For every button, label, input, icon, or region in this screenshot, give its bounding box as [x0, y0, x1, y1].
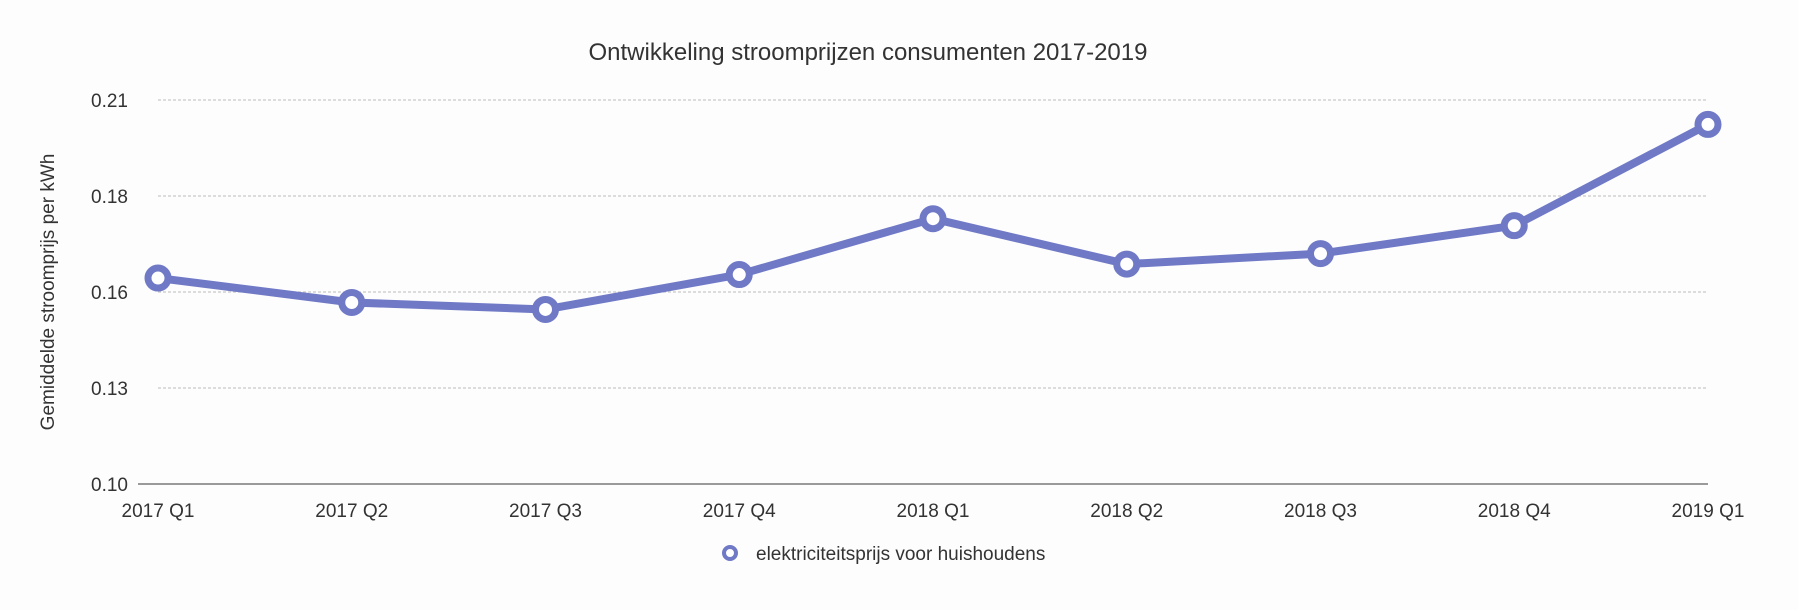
gridlines — [158, 99, 1708, 389]
x-tick-label: 2018 Q4 — [1478, 501, 1551, 522]
data-point[interactable] — [919, 205, 947, 233]
x-tick-label: 2019 Q1 — [1672, 501, 1745, 522]
legend-label[interactable]: elektriciteitsprijs voor huishoudens — [756, 544, 1045, 565]
x-tick-label: 2018 Q1 — [897, 501, 970, 522]
data-point[interactable] — [532, 295, 559, 323]
data-point[interactable] — [1500, 212, 1528, 240]
data-point[interactable] — [1307, 240, 1334, 268]
y-tick-label: 0.16 — [91, 283, 128, 304]
x-tick-label: 2018 Q3 — [1284, 501, 1357, 522]
y-tick-label: 0.21 — [91, 91, 128, 112]
data-point[interactable] — [725, 261, 753, 289]
x-tick-label: 2017 Q3 — [509, 501, 582, 522]
y-tick-label: 0.13 — [91, 379, 128, 400]
x-tick-label: 2017 Q1 — [122, 501, 195, 522]
data-point[interactable] — [1113, 250, 1141, 278]
legend-marker-icon — [722, 545, 738, 561]
x-tick-label: 2017 Q2 — [315, 501, 388, 522]
series — [144, 110, 1722, 323]
data-point[interactable] — [1694, 110, 1722, 138]
x-tick-label: 2018 Q2 — [1090, 501, 1163, 522]
y-axis-title: Gemiddelde stroomprijs per kWh — [38, 154, 59, 431]
x-axis-ticks: 2017 Q1 2017 Q2 2017 Q3 2017 Q4 2018 Q1 2018 … — [122, 501, 1745, 522]
data-point[interactable] — [338, 288, 366, 316]
chart-title: Ontwikkeling stroomprijzen consumenten 2… — [589, 39, 1148, 66]
legend[interactable]: elektriciteitsprijs voor huishoudens — [722, 544, 1045, 565]
x-tick-label: 2017 Q4 — [703, 501, 776, 522]
y-tick-label: 0.10 — [91, 475, 128, 496]
y-axis-ticks: 0.10 0.13 0.16 0.18 0.21 — [91, 91, 128, 496]
y-tick-label: 0.18 — [91, 187, 128, 208]
data-point[interactable] — [144, 264, 172, 292]
